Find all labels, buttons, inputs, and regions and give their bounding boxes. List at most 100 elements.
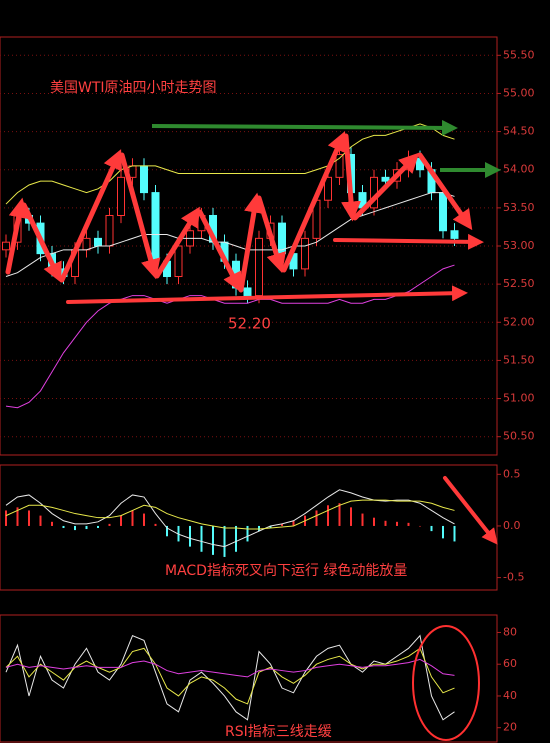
arrow: [151, 119, 458, 136]
bar: [430, 525, 433, 532]
line: [5, 499, 455, 530]
y-tick-label: 54.00: [503, 163, 535, 176]
bar: [212, 525, 214, 555]
chart-title: 美国WTI原油四小时走势图: [50, 80, 217, 96]
bar: [407, 522, 410, 526]
candle-body: [82, 237, 91, 251]
y-tick-label: 52.50: [503, 277, 535, 290]
arrow: [238, 192, 264, 293]
bar: [131, 510, 134, 526]
bar: [51, 521, 53, 526]
candle-body: [105, 214, 114, 247]
candle-body: [255, 237, 263, 297]
bar: [85, 525, 88, 530]
bar: [442, 525, 444, 539]
bar: [74, 525, 76, 531]
y-tick-label: 0.0: [503, 519, 521, 532]
arrow: [256, 195, 286, 274]
y-tick-label: 51.50: [503, 353, 535, 366]
bar: [189, 525, 191, 547]
y-tick-label: -0.5: [503, 571, 524, 584]
y-tick-label: 50.50: [503, 430, 535, 443]
bar: [5, 510, 7, 526]
arrow: [352, 152, 420, 221]
y-tick-label: 55.00: [503, 86, 535, 99]
candle-body: [174, 245, 183, 278]
annotation: 52.20: [228, 315, 271, 333]
line: [5, 634, 455, 721]
candle-body: [301, 237, 309, 270]
line: [5, 647, 455, 705]
arrow: [197, 209, 242, 293]
arrow: [443, 476, 498, 545]
bar: [350, 507, 352, 526]
y-tick-label: 80: [503, 625, 517, 638]
bar: [120, 515, 122, 526]
candle-body: [335, 153, 344, 178]
line: [5, 489, 455, 548]
y-tick-label: 40: [503, 689, 517, 702]
arrow: [59, 149, 122, 283]
candle-body: [94, 237, 102, 247]
bar: [269, 525, 272, 529]
rsi-panel: [0, 614, 498, 743]
arrow: [119, 152, 161, 280]
bar: [143, 513, 145, 526]
bar: [223, 525, 226, 557]
bar: [361, 513, 364, 526]
bar: [258, 525, 260, 532]
bar: [166, 525, 168, 537]
y-tick-label: 51.00: [503, 392, 535, 405]
y-tick-label: 60: [503, 657, 517, 670]
y-tick-label: 20: [503, 721, 517, 734]
line: [5, 123, 455, 205]
y-tick-label: 0.5: [503, 467, 521, 480]
bar: [108, 523, 111, 526]
bar: [246, 525, 249, 542]
bar: [327, 505, 329, 526]
annotation: RSI指标三线走缓: [225, 724, 332, 740]
bar: [373, 517, 375, 526]
bar: [97, 525, 99, 529]
candle-body: [117, 176, 125, 216]
bar: [384, 520, 387, 526]
annotation-arrows: [5, 119, 501, 741]
y-tick-label: 52.00: [503, 315, 535, 328]
highlight-circle: [412, 625, 480, 741]
bar: [281, 523, 283, 526]
bar: [235, 525, 237, 552]
bar: [28, 510, 30, 526]
bar: [419, 525, 421, 527]
candle-body: [324, 176, 332, 201]
bar: [62, 525, 65, 529]
y-tick-label: 54.50: [503, 125, 535, 138]
bar: [16, 507, 19, 526]
line: [5, 658, 455, 678]
arrow: [21, 202, 62, 283]
candle-body: [140, 165, 148, 194]
candle-body: [151, 192, 160, 262]
line: [5, 264, 455, 409]
y-tick-label: 53.50: [503, 201, 535, 214]
y-tick-label: 55.50: [503, 48, 535, 61]
bar: [292, 520, 295, 526]
line: [5, 192, 455, 277]
bar: [396, 521, 398, 526]
candle-body: [381, 176, 390, 182]
bar: [154, 523, 157, 526]
arrow: [333, 233, 484, 250]
bar: [338, 503, 341, 526]
arrow: [154, 206, 200, 279]
bar: [315, 510, 318, 526]
annotation: MACD指标死叉向下运行 绿色动能放量: [165, 562, 407, 579]
arrow: [5, 197, 29, 275]
candle-body: [2, 241, 10, 251]
bar: [39, 515, 42, 526]
candle-body: [450, 230, 459, 239]
arrow: [281, 131, 347, 273]
arrow: [66, 285, 468, 304]
bar: [453, 525, 456, 542]
candle-body: [439, 192, 447, 232]
arrow: [341, 133, 362, 222]
